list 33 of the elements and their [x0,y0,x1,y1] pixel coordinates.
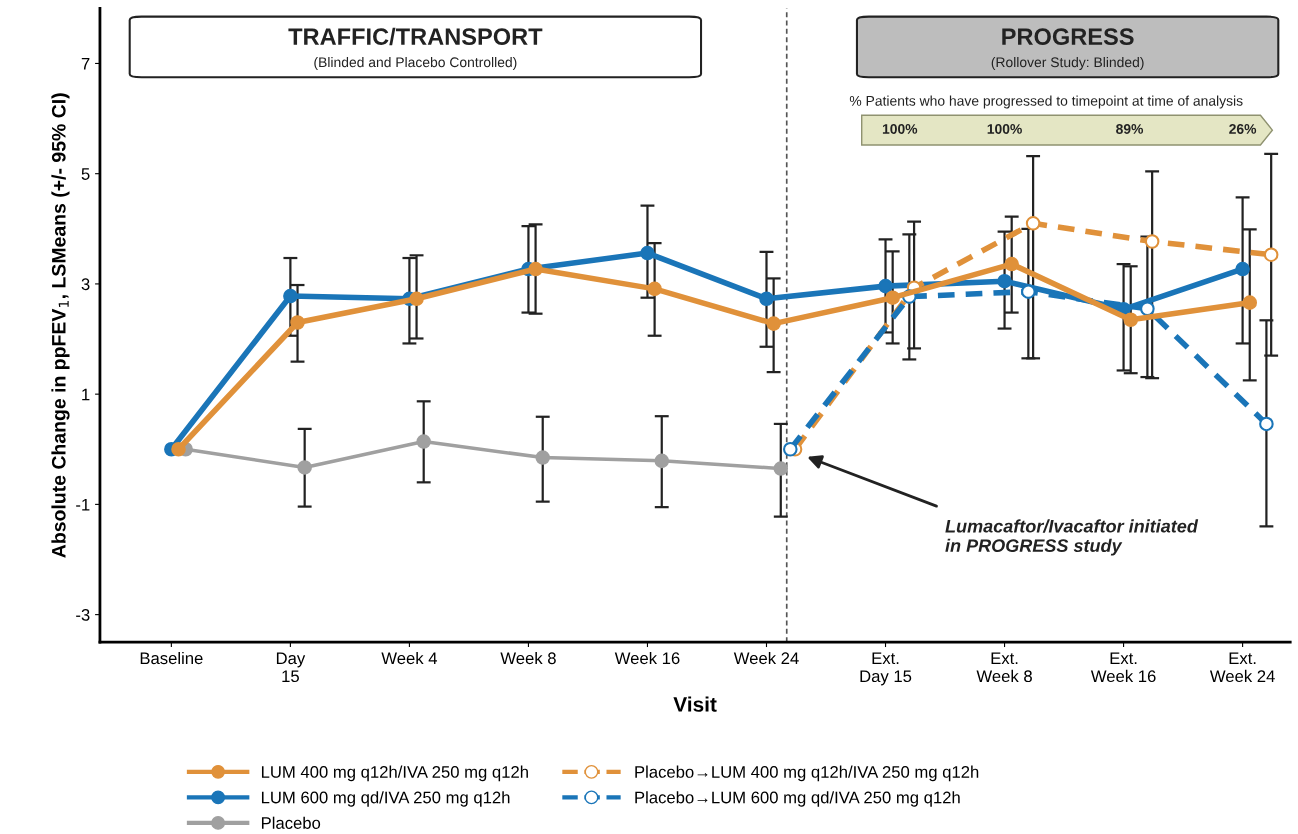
annotation: 100% [987,124,1022,134]
annotation: PROGRESS [1002,28,1134,45]
annotation: TRAFFIC/TRANSPORT [288,27,543,46]
annotation: Lumacaftor/Ivacaftor initiated in PROGRESS study [945,519,1199,556]
x-tick-label: Week 8 [500,651,556,665]
legend-label: LUM 600 mg qd/IVA 250 mg q12h [261,791,510,807]
x-tick-label: Day 15 [276,652,306,683]
y-tick-label: -3 [76,609,90,621]
annotation: 26% [1229,124,1257,134]
x-tick-label: Ext. Week 8 [976,652,1032,683]
annotation: (Blinded and Placebo Controlled) [314,56,517,70]
x-tick-label: Baseline [140,651,203,665]
x-tick-label: Week 16 [614,651,680,665]
y-tick-label: -1 [76,498,90,511]
x-tick-label: Ext. Week 16 [1090,652,1156,683]
legend-label: Placebo→LUM 400 mg q12h/IVA 250 mg q12h [635,765,979,782]
x-tick-label: Ext. Day 15 [860,652,912,686]
legend-label: Placebo [261,816,321,829]
x-tick-label: Week 4 [381,651,438,665]
legend-label: Placebo→LUM 600 mg qd/IVA 250 mg q12h [635,791,960,807]
y-axis-title: Absolute Change in ppFEV$_{1}$, LSMeans (+/- 95% CI) [51,93,70,558]
x-tick-label: Ext. Week 24 [1209,652,1275,683]
x-tick-label: Week 24 [733,651,799,665]
y-tick-label: 1 [82,388,90,401]
y-tick-label: 7 [81,58,90,70]
annotation: (Rollover Study: Blinded) [991,56,1144,70]
annotation: % Patients who have progressed to timepoint at time of analysis [849,95,1243,109]
y-tick-label: 3 [81,278,90,291]
annotation: 100% [882,124,918,134]
annotation: 89% [1116,124,1144,134]
y-tick-label: 5 [81,168,90,180]
x-axis-title: Visit [673,696,717,712]
legend-label: LUM 400 mg q12h/IVA 250 mg q12h [261,765,528,782]
